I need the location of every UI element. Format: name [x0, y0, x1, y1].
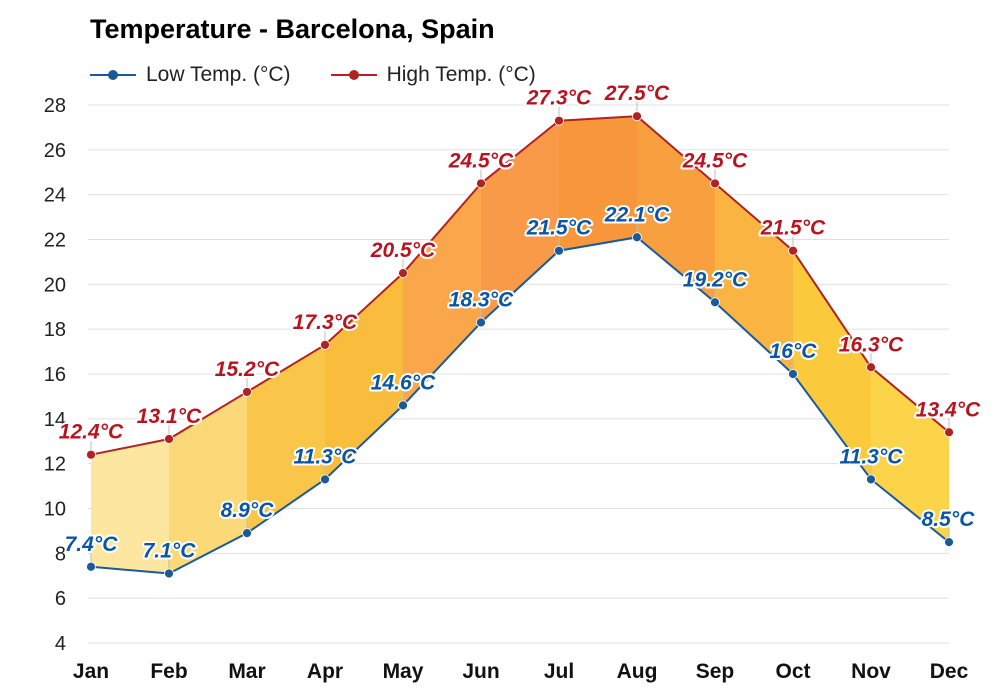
y-tick-label: 6	[55, 588, 66, 610]
high-point	[944, 427, 954, 438]
range-band	[325, 273, 403, 480]
y-tick-label: 16	[44, 364, 66, 386]
low-point	[476, 317, 486, 328]
high-point	[398, 268, 408, 279]
low-data-label: 7.1°C	[143, 540, 197, 563]
legend-low-marker-icon	[90, 65, 136, 85]
high-series-line	[90, 115, 950, 456]
low-point	[164, 568, 174, 579]
high-point	[320, 339, 330, 350]
low-point	[86, 561, 96, 572]
legend-item-low[interactable]: Low Temp. (°C)	[90, 63, 291, 87]
high-point	[632, 111, 642, 122]
chart-title: Temperature - Barcelona, Spain	[90, 14, 495, 44]
y-tick-label: 22	[44, 230, 66, 252]
high-data-label: 27.5°C	[604, 82, 670, 105]
low-point	[554, 245, 564, 256]
y-tick-label: 24	[44, 185, 66, 207]
x-tick-label: Mar	[228, 660, 265, 683]
high-data-label: 13.4°C	[916, 398, 981, 421]
high-data-label: 12.4°C	[59, 421, 124, 444]
low-data-label: 7.4°C	[65, 533, 119, 556]
high-data-label: 15.2°C	[215, 358, 280, 381]
high-data-label: 13.1°C	[137, 405, 202, 428]
range-band	[715, 183, 793, 374]
x-tick-label: Nov	[851, 660, 891, 683]
legend: Low Temp. (°C) High Temp. (°C)	[90, 62, 576, 88]
x-tick-label: Jul	[544, 660, 574, 683]
high-data-label: 16.3°C	[839, 333, 904, 356]
range-band	[169, 391, 247, 574]
x-tick-label: Dec	[930, 660, 969, 683]
x-tick-label: May	[383, 660, 424, 683]
legend-low-label: Low Temp. (°C)	[146, 63, 291, 86]
range-band	[793, 250, 871, 480]
y-tick-label: 14	[44, 409, 66, 431]
x-tick-label: Sep	[696, 660, 735, 683]
x-tick-label: Feb	[150, 660, 187, 683]
range-band	[247, 344, 325, 534]
y-tick-label: 4	[55, 633, 66, 655]
high-data-label: 24.5°C	[448, 149, 514, 172]
low-data-label: 22.1°C	[604, 203, 670, 226]
x-tick-label: Jun	[462, 660, 499, 683]
y-tick-label: 18	[44, 319, 66, 341]
high-data-label: 17.3°C	[293, 311, 358, 334]
low-point	[944, 537, 954, 548]
high-point	[788, 245, 798, 256]
x-tick-label: Jan	[73, 660, 109, 683]
range-band	[91, 439, 169, 574]
low-series-line	[90, 236, 950, 575]
x-tick-label: Oct	[775, 660, 810, 683]
low-point	[242, 528, 252, 539]
high-data-label: 24.5°C	[682, 149, 748, 172]
range-band	[871, 367, 949, 543]
y-tick-label: 28	[44, 95, 66, 117]
y-tick-label: 12	[44, 454, 66, 476]
low-data-label: 8.5°C	[922, 508, 976, 531]
high-point	[86, 449, 96, 460]
high-point	[476, 178, 486, 189]
legend-high-marker-icon	[330, 65, 377, 85]
low-data-label: 14.6°C	[371, 371, 436, 394]
high-data-label: 20.5°C	[370, 239, 436, 262]
range-band	[403, 183, 481, 406]
low-point	[398, 400, 408, 411]
low-data-label: 11.3°C	[294, 445, 358, 468]
high-data-label: 27.3°C	[526, 87, 592, 110]
low-point	[320, 474, 330, 485]
range-band	[481, 120, 559, 323]
y-tick-label: 20	[44, 274, 66, 296]
low-data-label: 19.2°C	[683, 268, 748, 291]
high-point	[164, 434, 174, 444]
y-tick-label: 10	[44, 499, 66, 521]
y-tick-label: 8	[55, 543, 66, 565]
low-point	[710, 297, 720, 308]
y-tick-label: 26	[44, 140, 66, 162]
low-data-label: 11.3°C	[840, 445, 904, 468]
range-band	[559, 116, 637, 251]
high-point	[710, 178, 720, 189]
low-data-label: 8.9°C	[221, 499, 275, 522]
high-point	[242, 387, 252, 397]
low-data-label: 18.3°C	[449, 288, 514, 311]
high-data-label: 21.5°C	[760, 217, 826, 240]
low-point	[866, 474, 876, 485]
high-point	[866, 362, 876, 373]
low-point	[788, 369, 798, 379]
low-point	[632, 232, 642, 243]
legend-high-label: High Temp. (°C)	[386, 63, 536, 86]
x-tick-label: Apr	[307, 660, 343, 683]
high-point	[554, 115, 564, 126]
legend-item-high[interactable]: High Temp. (°C)	[330, 63, 536, 87]
range-band	[637, 116, 715, 303]
x-tick-label: Aug	[617, 660, 658, 683]
low-data-label: 21.5°C	[526, 217, 592, 240]
low-data-label: 16°C	[770, 340, 818, 363]
